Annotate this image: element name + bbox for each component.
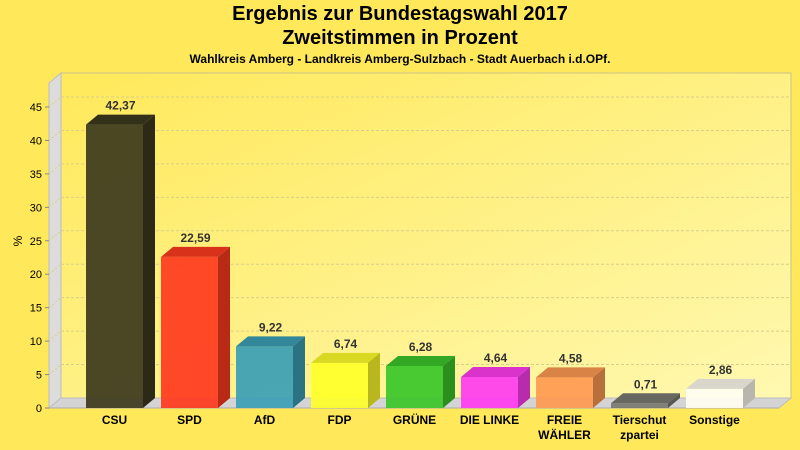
gridline-side bbox=[48, 230, 62, 242]
bar-top bbox=[86, 114, 155, 125]
value-label: 0,71 bbox=[634, 377, 658, 391]
bar-front bbox=[461, 376, 518, 408]
y-tick-label: 0 bbox=[36, 403, 42, 415]
bar-top bbox=[611, 393, 680, 404]
bar-top bbox=[536, 367, 605, 378]
bar-top bbox=[686, 378, 755, 389]
bar-front bbox=[386, 365, 443, 408]
bar-top bbox=[386, 355, 455, 366]
bar bbox=[311, 352, 380, 408]
value-label: 22,59 bbox=[180, 231, 210, 245]
bar-top bbox=[161, 246, 230, 257]
bar-top bbox=[461, 366, 530, 377]
value-label: 6,28 bbox=[409, 340, 433, 354]
category-label: Sonstige bbox=[689, 413, 740, 427]
bar-front bbox=[236, 346, 293, 408]
category-label: GRÜNE bbox=[393, 412, 436, 427]
bar bbox=[611, 393, 680, 408]
gridline-side bbox=[48, 96, 62, 108]
bar bbox=[236, 336, 305, 408]
chart-subtitle: Zweitstimmen in Prozent bbox=[282, 27, 518, 49]
category-label: AfD bbox=[254, 413, 276, 427]
gridline-side bbox=[48, 196, 62, 208]
bar bbox=[686, 378, 755, 408]
gridline-side bbox=[48, 364, 62, 375]
bar bbox=[161, 246, 230, 408]
bar-side bbox=[668, 393, 680, 408]
bar-front bbox=[611, 403, 668, 408]
category-label: CSU bbox=[102, 413, 127, 427]
bar-side bbox=[293, 336, 305, 408]
y-tick-label: 5 bbox=[36, 370, 42, 382]
bar-side bbox=[593, 367, 605, 408]
y-tick-label: 10 bbox=[30, 336, 42, 348]
chart-region-subtitle: Wahlkreis Amberg - Landkreis Amberg-Sulz… bbox=[189, 52, 611, 66]
category-label: SPD bbox=[177, 413, 202, 427]
gridline-side bbox=[48, 297, 62, 309]
bar-side bbox=[743, 378, 755, 408]
value-label: 42,37 bbox=[105, 99, 135, 113]
bar bbox=[86, 114, 155, 409]
category-label: zpartei bbox=[620, 428, 659, 442]
y-tick-label: 45 bbox=[30, 102, 42, 114]
bar bbox=[536, 367, 605, 408]
category-label: Tierschut bbox=[613, 413, 667, 427]
bar-side bbox=[143, 114, 155, 409]
gridline-side bbox=[48, 263, 62, 275]
chart-title: Ergebnis zur Bundestagswahl 2017 bbox=[232, 3, 568, 25]
bar-side bbox=[368, 352, 380, 408]
left-wall bbox=[48, 71, 62, 410]
bar bbox=[386, 355, 455, 408]
y-axis-label: % bbox=[11, 235, 25, 246]
y-tick-label: 40 bbox=[30, 135, 42, 147]
bar bbox=[461, 366, 530, 408]
category-label: FDP bbox=[328, 413, 352, 427]
bar-side bbox=[518, 366, 530, 408]
bar-front bbox=[86, 124, 143, 409]
bar-front bbox=[161, 256, 218, 408]
gridline-side bbox=[48, 130, 62, 141]
bar-front bbox=[536, 377, 593, 408]
value-label: 6,74 bbox=[334, 337, 358, 351]
y-tick-label: 30 bbox=[30, 202, 42, 214]
category-label: DIE LINKE bbox=[460, 413, 519, 427]
y-tick-label: 15 bbox=[30, 303, 42, 315]
y-tick-label: 20 bbox=[30, 269, 42, 281]
value-label: 9,22 bbox=[259, 320, 283, 334]
gridline-side bbox=[48, 163, 62, 175]
y-tick-label: 35 bbox=[30, 169, 42, 181]
bar-front bbox=[686, 388, 743, 408]
category-label: WÄHLER bbox=[538, 427, 591, 442]
value-label: 4,64 bbox=[484, 351, 508, 365]
bar-top bbox=[311, 352, 380, 363]
y-tick-label: 25 bbox=[30, 236, 42, 248]
category-label: FREIE bbox=[547, 413, 582, 427]
bar-front bbox=[311, 362, 368, 408]
bar-top bbox=[236, 336, 305, 347]
gridline-side bbox=[48, 330, 62, 342]
value-label: 4,58 bbox=[559, 351, 583, 365]
value-label: 2,86 bbox=[709, 363, 733, 377]
bar-side bbox=[218, 246, 230, 408]
bar-side bbox=[443, 355, 455, 408]
